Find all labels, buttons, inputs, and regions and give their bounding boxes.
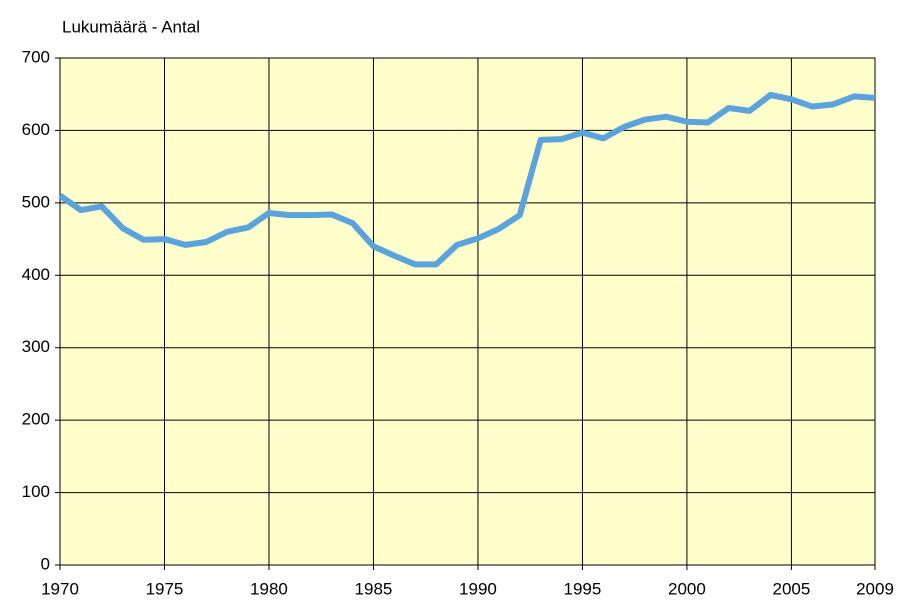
y-tick-label: 600 bbox=[22, 120, 50, 139]
x-tick-label: 2005 bbox=[772, 579, 810, 598]
y-tick-label: 400 bbox=[22, 265, 50, 284]
x-tick-label: 1975 bbox=[146, 579, 184, 598]
y-tick-label: 500 bbox=[22, 192, 50, 211]
y-axis-label: Lukumäärä - Antal bbox=[62, 17, 200, 36]
x-tick-label: 2000 bbox=[668, 579, 706, 598]
x-tick-label: 1985 bbox=[355, 579, 393, 598]
y-tick-label: 700 bbox=[22, 47, 50, 66]
x-tick-label: 2009 bbox=[856, 579, 894, 598]
y-tick-label: 300 bbox=[22, 337, 50, 356]
y-tick-label: 0 bbox=[41, 554, 50, 573]
x-tick-label: 1970 bbox=[41, 579, 79, 598]
x-tick-label: 1980 bbox=[250, 579, 288, 598]
x-tick-label: 1995 bbox=[564, 579, 602, 598]
plot-area bbox=[60, 58, 875, 565]
y-tick-label: 200 bbox=[22, 410, 50, 429]
line bbox=[58, 91, 876, 268]
y-tick-label: 100 bbox=[22, 482, 50, 501]
x-tick-label: 1990 bbox=[459, 579, 497, 598]
plot-border bbox=[59, 57, 876, 566]
